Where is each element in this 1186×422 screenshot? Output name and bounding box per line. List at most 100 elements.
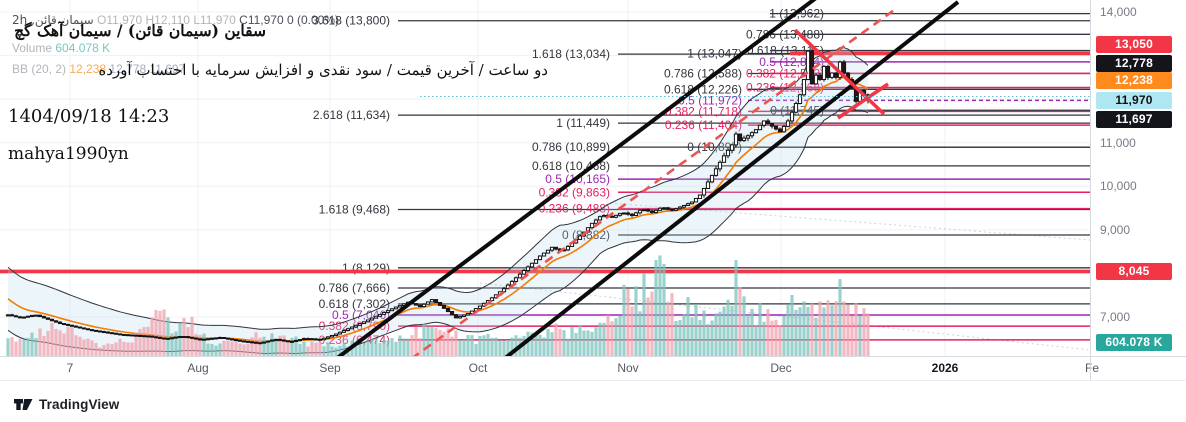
volume-bar [14, 341, 18, 356]
volume-bar [22, 339, 26, 356]
volume-bar [710, 320, 714, 356]
candle-body [609, 215, 615, 218]
candle-body [65, 323, 71, 326]
volume-bar [262, 336, 266, 356]
volume-bar [218, 343, 222, 356]
candle-body [729, 144, 735, 151]
legend-volume-row[interactable]: Volume 604.078 K [12, 41, 110, 55]
volume-bar [362, 342, 366, 356]
candle-body [209, 337, 215, 340]
volume-bar [170, 333, 174, 356]
candle-body [633, 212, 639, 216]
legend-bb-row[interactable]: BB (20, 2) 12,238 12,778 11,697 [12, 62, 185, 76]
candle-body [649, 210, 655, 213]
candle-body [129, 334, 135, 337]
candle-body [61, 323, 67, 326]
volume-bar [562, 330, 566, 356]
volume-bar [202, 333, 206, 356]
volume-bar [566, 338, 570, 356]
volume-bar [806, 306, 810, 356]
legend-change: 0 (0.00%) [287, 13, 340, 27]
candle-body [669, 208, 675, 211]
fib-label: 0.236 (11,404) [665, 118, 742, 132]
volume-bar [498, 340, 502, 356]
volume-bar [18, 338, 22, 356]
volume-bar [670, 293, 674, 356]
volume-bar [90, 340, 94, 356]
volume-bar [618, 315, 622, 356]
volume-bar [58, 330, 62, 356]
candle-body [109, 332, 115, 335]
tradingview-logo[interactable]: TradingView [14, 396, 119, 413]
time-tick-label: Sep [319, 361, 341, 375]
volume-bar [446, 328, 450, 356]
time-axis-separator [0, 356, 1186, 357]
candle-body [593, 219, 599, 224]
candle-body [477, 305, 483, 310]
price-badge: 11,970 [1096, 91, 1172, 109]
red-cross-line [793, 28, 886, 116]
footer-separator [0, 380, 1186, 381]
volume-bar [198, 334, 202, 356]
candle-body [805, 50, 811, 81]
candle-body [637, 209, 643, 214]
candle-body [817, 74, 823, 81]
volume-bar [266, 342, 270, 356]
volume-bar [790, 294, 794, 356]
volume-bar [474, 343, 478, 356]
candle-body [37, 314, 43, 318]
candle-body [153, 336, 159, 339]
volume-bar [750, 308, 754, 356]
volume-bar [374, 338, 378, 356]
candle-body [645, 209, 651, 212]
volume-bar [226, 340, 230, 356]
volume-bar [250, 337, 254, 356]
volume-bar [222, 340, 226, 356]
candle-body [713, 168, 719, 176]
volume-bar [766, 309, 770, 356]
candle-body [721, 155, 727, 163]
legend-symbol: سیمان قائن, 2h [12, 13, 94, 27]
candle-body [749, 132, 755, 137]
volume-bar [826, 300, 830, 356]
candle-body [717, 161, 723, 170]
candle-body [117, 333, 123, 336]
volume-bar [358, 344, 362, 356]
volume-bar [162, 309, 166, 356]
volume-bar [486, 333, 490, 356]
volume-bar [98, 347, 102, 356]
volume-bar [306, 346, 310, 356]
volume-bar [522, 336, 526, 356]
volume-bar [602, 322, 606, 356]
price-tick-label: 10,000 [1100, 179, 1137, 193]
candle-body [9, 314, 15, 317]
volume-bar [598, 322, 602, 356]
price-badge: 12,778 [1096, 54, 1172, 72]
volume-bar [550, 332, 554, 356]
candle-body [133, 334, 139, 337]
candle-body [781, 125, 787, 133]
fib-label: 0.618 (7,302) [319, 297, 390, 311]
volume-bar [466, 335, 470, 356]
legend-ohlc-row[interactable]: سیمان قائن, 2h O11,970 H12,110 L11,970 C… [12, 13, 339, 27]
volume-bar [42, 335, 46, 356]
candle-body [157, 336, 163, 339]
fib-label: 1 (11,449) [556, 116, 610, 130]
volume-bar [674, 320, 678, 356]
candle-body [821, 65, 827, 81]
candle-body [193, 337, 199, 340]
volume-bar [694, 303, 698, 356]
volume-bar [74, 335, 78, 356]
volume-bar [730, 305, 734, 356]
candle-body [317, 338, 323, 341]
red-cross-line [836, 82, 890, 120]
candle-body [565, 245, 571, 251]
candle-body [793, 103, 799, 113]
volume-bar [438, 329, 442, 356]
candle-body [217, 336, 223, 339]
candle-body [253, 341, 259, 344]
volume-bar [570, 326, 574, 356]
volume-bar [130, 342, 134, 356]
candle-body [449, 310, 455, 316]
